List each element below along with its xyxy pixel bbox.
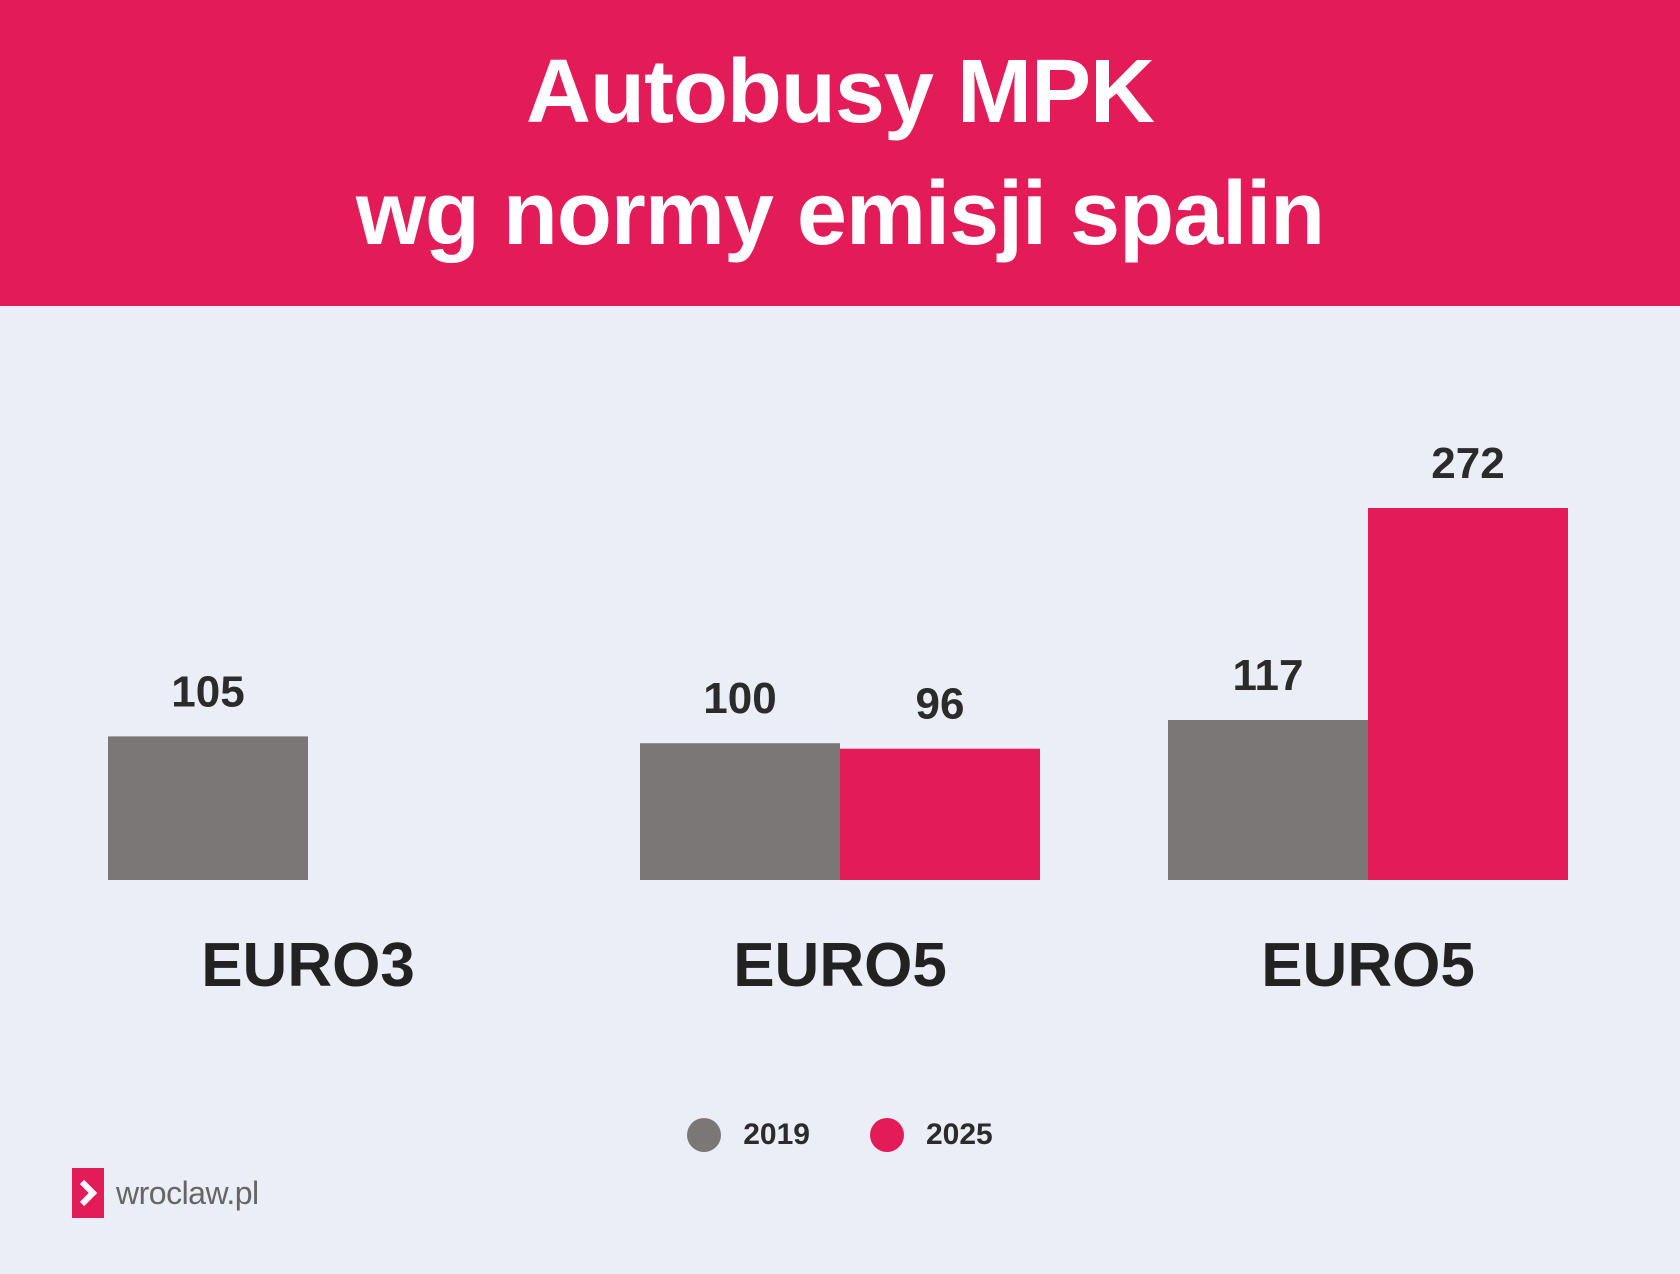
category-label-2: EURO5 [733,931,947,1000]
header-banner: Autobusy MPK wg normy emisji spalin [0,0,1680,306]
bar-2025-3 [1368,508,1568,880]
bar-2019-2 [640,743,840,880]
value-label-2019-2: 100 [703,674,776,723]
logo-text: wroclaw.pl [116,1174,259,1211]
logo: wroclaw.pl [72,1168,259,1218]
value-label-2025-3: 272 [1431,439,1504,488]
chart-title-line-1: Autobusy MPK [526,42,1155,142]
legend-label-2025: 2025 [926,1118,993,1151]
value-label-2019-1: 105 [171,667,244,716]
bar-2019-3 [1168,719,1368,880]
chevron-right-icon [72,1168,104,1218]
legend-label-2019: 2019 [743,1118,810,1151]
category-label-3: EURO5 [1261,931,1475,1000]
chart-title-line-2: wg normy emisji spalin [355,164,1325,264]
bar-2025-2 [840,748,1040,880]
pink-dot-icon [870,1118,904,1152]
legend: 2019 2025 [0,1110,1680,1160]
legend-item-2019: 2019 [687,1118,810,1152]
bar-2019-1 [108,736,308,880]
category-label-1: EURO3 [201,931,415,1000]
value-label-2019-3: 117 [1233,651,1304,700]
gray-dot-icon [687,1118,722,1152]
bar-chart: 105 EURO3 100 96 EURO5 117 272 EURO5 [108,439,1568,1000]
value-label-2025-2: 96 [916,680,965,729]
legend-item-2025: 2025 [870,1118,993,1152]
